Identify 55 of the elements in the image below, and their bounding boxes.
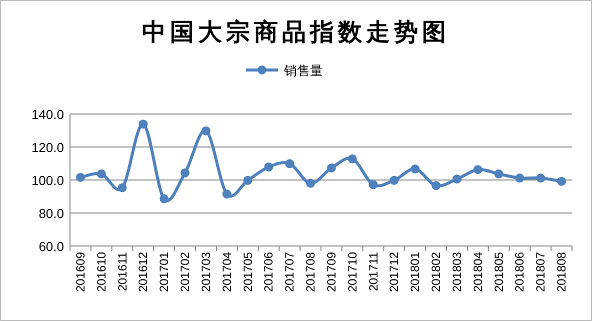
x-tick-label: 201703: [198, 252, 213, 292]
chart-title: 中国大宗商品指数走势图: [142, 18, 450, 46]
x-tick-label: 201705: [240, 252, 255, 292]
point: [306, 178, 316, 188]
x-tick-label: 201808: [554, 252, 569, 292]
x-tick-label: 201707: [282, 252, 297, 292]
x-tick-label: 201611: [115, 252, 130, 292]
x-tick-label: 201612: [136, 252, 150, 292]
point: [222, 190, 232, 199]
point: [160, 194, 169, 204]
point: [264, 162, 274, 172]
point: [326, 163, 336, 172]
point: [348, 154, 357, 164]
x-tick-label: 201609: [73, 252, 88, 292]
point: [515, 174, 524, 183]
point: [285, 159, 294, 168]
x-tick-label: 201802: [429, 252, 444, 292]
point: [432, 181, 441, 190]
point: [452, 174, 462, 184]
y-tick-label: 60.0: [38, 239, 64, 254]
x-tick-label: 201807: [534, 252, 548, 292]
x-tick-label: 201610: [94, 252, 108, 292]
x-tick-label: 201801: [408, 252, 422, 292]
point: [494, 169, 504, 178]
x-tick-label: 201712: [387, 252, 402, 292]
point: [536, 174, 546, 183]
x-tick-label: 201708: [304, 252, 318, 292]
x-tick-label: 201711: [366, 252, 380, 292]
x-tick-label: 201701: [157, 252, 172, 292]
point: [76, 172, 85, 182]
x-tick-label: 201709: [324, 252, 338, 292]
x-tick-label: 201805: [492, 252, 506, 292]
point: [390, 176, 399, 185]
x-tick-label: 201706: [262, 252, 276, 292]
y-tick-label: 80.0: [38, 206, 64, 221]
point: [201, 126, 210, 136]
legend-label: 销售量: [283, 63, 323, 78]
point: [557, 176, 566, 186]
x-tick-label: 201804: [470, 252, 485, 292]
point: [138, 120, 148, 129]
y-tick-label: 140.0: [31, 107, 64, 122]
point: [180, 168, 190, 178]
point: [368, 180, 378, 190]
x-tick-label: 201702: [178, 252, 192, 292]
y-tick-label: 120.0: [31, 140, 64, 155]
point: [243, 176, 252, 185]
point: [96, 169, 106, 178]
x-tick-label: 201803: [450, 252, 464, 292]
x-tick-label: 201806: [512, 252, 527, 292]
x-tick-label: 201704: [220, 252, 234, 292]
point: [410, 164, 420, 174]
point: [118, 183, 127, 192]
point: [473, 165, 482, 174]
y-tick-label: 100.0: [31, 173, 64, 188]
x-tick-label: 201710: [345, 252, 360, 292]
